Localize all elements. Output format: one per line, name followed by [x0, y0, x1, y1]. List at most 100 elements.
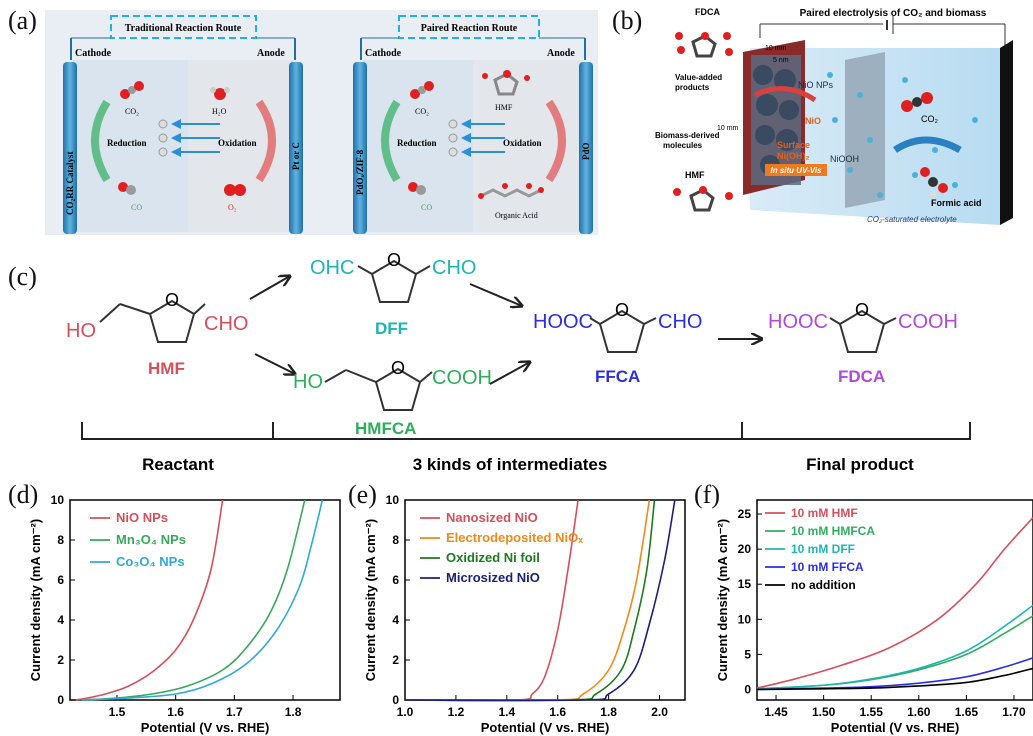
legend-entry: Mn₃O₄ NPs: [116, 532, 186, 547]
x-tick-label: 1.55: [860, 705, 884, 719]
ffca-ring-o: O: [615, 300, 629, 320]
legend-entry: 10 mM DFF: [791, 542, 855, 556]
series-line-3: [756, 604, 1033, 690]
traditional-route: Traditional Reaction Route Cathode Anode…: [63, 15, 303, 234]
value-added-line2: products: [675, 83, 710, 92]
legend-entry: NiO NPs: [116, 510, 168, 525]
x-tick-label: 1.6: [167, 705, 184, 719]
fdca-hooc: HOOC: [768, 311, 828, 333]
stage-brackets: [81, 422, 971, 440]
co2-label-b: CO₂: [921, 114, 939, 124]
blue-arrow-icon: [893, 136, 962, 154]
x-axis-label: Potential (V vs. RHE): [481, 720, 610, 735]
series-line-5: [756, 667, 1033, 691]
h2o-molecule-icon: [210, 87, 230, 100]
hmf-label-right: HMF: [495, 103, 513, 112]
y-tick-label: 10: [738, 612, 752, 626]
y-axis-label: Current density (mA cm⁻²): [28, 519, 43, 681]
uvvis-badge: [765, 164, 827, 176]
legend-entry: 10 mM HMFCA: [791, 524, 875, 538]
oxidation-arrow-icon: [255, 99, 276, 183]
hmf-label-b: HMF: [685, 170, 705, 180]
panel-c-scheme: O HO CHO HMF O OHC CHO DFF O HO COOH HMF…: [66, 250, 971, 474]
y-axis-label: Current density (mA cm⁻²): [363, 519, 378, 681]
bracket-reactant: Reactant: [142, 455, 214, 474]
co-molecule-icon: [118, 182, 136, 195]
x-tick-label: 1.8: [285, 705, 302, 719]
hmf-structure: O HO CHO HMF: [66, 290, 248, 378]
x-tick-label: 1.70: [1002, 705, 1026, 719]
niooh-label: NiOOH: [830, 154, 859, 164]
legend-entry: Nanosized NiO: [446, 510, 538, 525]
dff-ohc: OHC: [310, 257, 354, 279]
x-tick-label: 1.7: [226, 705, 243, 719]
series-line-4: [404, 499, 676, 702]
arrow-dff-ffca: [469, 283, 522, 306]
y-tick-label: 2: [57, 653, 64, 667]
paired-route: Paired Reaction Route Cathode Anode PdOₓ…: [353, 15, 593, 234]
hmfca-structure: O HO COOH HMFCA: [293, 358, 492, 438]
legend-entry: Oxidized Ni foil: [446, 550, 540, 565]
panel-f-label: (f): [694, 480, 720, 509]
chart-e: 1.0 1.2 1.4 1.6 1.8 2.0 0 2 4 6 8 10 Potential (V vs…: [363, 493, 686, 735]
y-tick-label: 5: [744, 647, 751, 661]
co2-molecule-icon: [901, 92, 933, 112]
y-axis-label: Current density (mA cm⁻²): [715, 519, 730, 681]
series-line-1: [756, 517, 1033, 689]
surface-label-line2: Ni(OH)₂: [777, 151, 810, 161]
fdca-ring-o: O: [855, 300, 869, 320]
y-tick-label: 4: [57, 613, 64, 627]
series-line-2: [81, 499, 306, 701]
dff-structure: O OHC CHO DFF: [310, 250, 476, 338]
arrow-hmf-hmfca: [254, 353, 295, 374]
x-tick-label: 1.4: [498, 705, 515, 719]
panel-b-label: (b): [612, 6, 643, 35]
co-label-left: CO: [131, 203, 142, 212]
organic-acid-label: Organic Acid: [495, 211, 538, 220]
series-line-3: [81, 499, 324, 701]
o2-label-left: O₂: [228, 203, 237, 212]
fdca-structure: O HOOC COOH FDCA: [768, 300, 958, 386]
paired-title: Paired Reaction Route: [421, 23, 518, 34]
dim-10mm-side: 10 mm: [717, 125, 739, 132]
anode-electrode-left: [289, 62, 303, 234]
organic-acid-molecule-icon: [478, 183, 544, 199]
y-tick-label: 25: [738, 507, 752, 521]
cathode-electrode-left: [63, 62, 77, 234]
ffca-structure: O HOOC CHO FFCA: [533, 300, 702, 386]
anode-electrode-label-left: Pt or C: [291, 142, 301, 170]
anode-label-left: Anode: [257, 48, 285, 59]
value-added-line1: Value-added: [675, 73, 722, 82]
oxidation-arrow-icon: [545, 99, 566, 183]
dim-10mm-top: 10 mm: [765, 45, 787, 52]
x-tick-label: 1.5: [109, 705, 126, 719]
x-axis-label: Potential (V vs. RHE): [141, 720, 270, 735]
hmfca-name: HMFCA: [355, 419, 416, 438]
dim-5nm: 5 nm: [773, 57, 789, 64]
y-tick-label: 0: [744, 682, 751, 696]
panel-c-label: (c): [8, 262, 37, 291]
y-tick-label: 6: [57, 573, 64, 587]
fdca-cooh: COOH: [898, 311, 958, 333]
hmf-name: HMF: [148, 359, 185, 378]
y-tick-label: 10: [51, 493, 65, 507]
anode-label-right: Anode: [547, 48, 575, 59]
surface-label-line1: Surface: [777, 140, 810, 150]
x-tick-label: 1.65: [955, 705, 979, 719]
hmfca-cooh: COOH: [432, 367, 492, 389]
traditional-title-box: [110, 15, 257, 39]
x-tick-label: 1.45: [764, 705, 788, 719]
hmf-ring: [148, 299, 196, 343]
y-tick-label: 8: [392, 533, 399, 547]
x-tick-label: 1.6: [549, 705, 566, 719]
hmfca-ho: HO: [293, 371, 323, 393]
hmf-cho: CHO: [204, 313, 248, 335]
co2-label-left: CO₂: [125, 107, 139, 116]
y-tick-label: 8: [57, 533, 64, 547]
oxidation-label-left: Oxidation: [218, 138, 257, 148]
panel-b-title: Paired electrolysis of CO₂ and biomass: [800, 8, 987, 19]
x-axis-label: Potential (V vs. RHE): [831, 720, 960, 735]
legend-entry: 10 mM HMF: [791, 506, 858, 520]
cathode-label-right: Cathode: [365, 48, 402, 59]
membrane: [845, 52, 885, 208]
